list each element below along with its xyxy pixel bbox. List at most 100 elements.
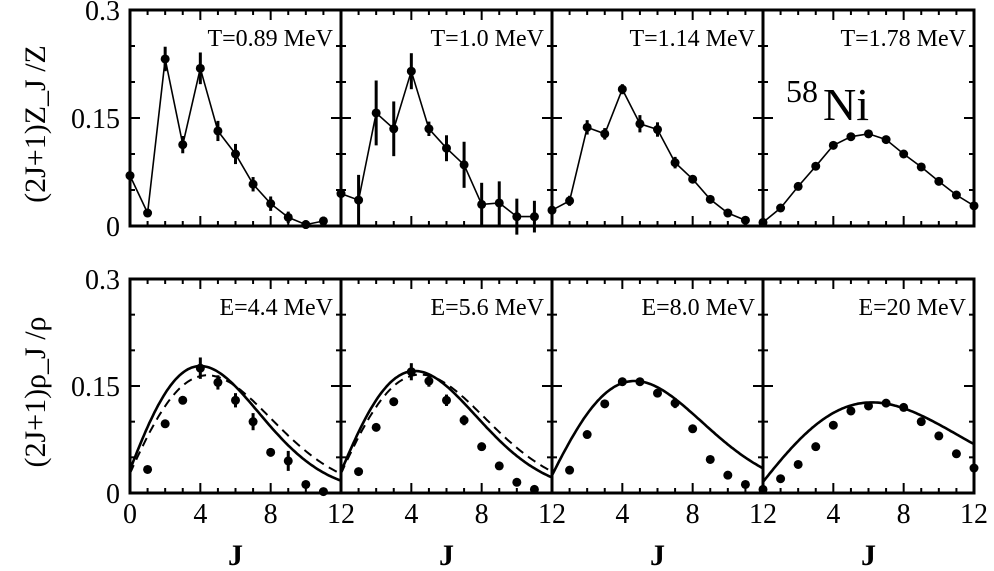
data-point [653, 388, 662, 398]
data-point [881, 135, 891, 145]
panel-title: E=5.6 MeV [430, 295, 544, 321]
series-line [340, 68, 535, 218]
data-point [512, 212, 522, 222]
data-point [336, 189, 346, 199]
data-point [477, 442, 487, 452]
data-point [670, 158, 680, 168]
theory-curve-solid [339, 369, 553, 479]
y-axis-label-bottom: (2J+1)ρ_J /ρ [19, 316, 52, 467]
x-tick-label: 8 [686, 499, 700, 530]
data-point [424, 376, 434, 386]
y-tick-label: 0 [106, 212, 120, 243]
data-point [705, 454, 715, 464]
y-tick-label: 0.15 [71, 104, 120, 135]
theory-curve-solid [550, 379, 764, 476]
data-point [529, 484, 539, 494]
panels: 0 0.15 0.3 T=0.89 MeV T=1.0 MeV T=1.14 MeV T=1… [71, 0, 988, 571]
data-point [793, 181, 803, 191]
data-point [864, 401, 873, 411]
panel-title: T=1.14 MeV [629, 26, 755, 52]
data-point [899, 402, 909, 412]
data-point [231, 395, 240, 405]
data-point [740, 479, 750, 489]
y-tick-label: 0.3 [85, 0, 120, 27]
data-point [846, 406, 856, 416]
data-point [371, 108, 381, 118]
data-point [864, 129, 873, 139]
data-point [301, 220, 311, 230]
data-point [248, 417, 258, 427]
panel-title: T=1.0 MeV [430, 26, 544, 52]
data-point [125, 171, 135, 181]
data-point [389, 397, 399, 407]
data-point [916, 417, 926, 427]
x-tick-label: 8 [897, 499, 911, 530]
data-point [565, 196, 575, 206]
y-tick-label: 0.3 [85, 265, 120, 296]
data-point [494, 461, 504, 471]
data-point [195, 63, 205, 73]
data-point [266, 447, 276, 457]
data-point [934, 431, 944, 441]
data-point [881, 398, 891, 408]
panel-title: E=4.4 MeV [219, 295, 333, 321]
panel-title: T=0.89 MeV [207, 26, 333, 52]
data-point [354, 467, 364, 477]
series-line [551, 87, 746, 221]
data-point [301, 479, 311, 489]
data-point [213, 126, 223, 136]
x-tick-label: 12 [960, 499, 988, 530]
panel-top-2: T=1.0 MeV [336, 8, 554, 235]
panel-bottom-4: 4 8 12 J E=20 MeV [758, 277, 988, 571]
data-point [934, 176, 944, 186]
data-point [811, 161, 821, 171]
data-point [231, 149, 240, 159]
data-point [688, 424, 698, 434]
data-point [617, 84, 627, 94]
data-point [723, 208, 733, 218]
data-point [617, 377, 627, 387]
data-point [529, 212, 539, 222]
panel-title: T=1.78 MeV [840, 26, 966, 52]
x-tick-label: 4 [193, 499, 207, 530]
data-point [178, 395, 188, 405]
nucleus-symbol: Ni [823, 79, 869, 130]
data-point [248, 179, 258, 189]
data-point [354, 195, 364, 205]
data-point [828, 140, 838, 150]
panel-title: E=20 MeV [858, 295, 966, 321]
data-point [705, 194, 715, 204]
data-point [318, 216, 328, 226]
data-point [951, 449, 961, 459]
data-point [899, 149, 909, 159]
data-point [143, 208, 153, 218]
data-point [635, 377, 645, 387]
data-point [494, 198, 504, 208]
y-axis-labels: (2J+1)Z_J /Z (2J+1)ρ_J /ρ [19, 45, 52, 467]
data-point [143, 464, 153, 474]
x-tick-label: 12 [327, 499, 355, 530]
data-point [266, 199, 276, 209]
data-point [653, 125, 662, 135]
data-point [600, 399, 610, 409]
data-point [459, 160, 469, 170]
data-point [406, 66, 416, 76]
data-point [740, 215, 750, 225]
data-point [442, 143, 451, 153]
data-point [635, 119, 645, 129]
x-axis-label: J [650, 539, 665, 571]
panel-bottom-1: 0 0.15 0.3 0 4 8 12 J E=4.4 MeV [71, 265, 355, 571]
data-point [477, 199, 487, 209]
nucleus-mass-number: 58 [786, 73, 818, 109]
data-point [688, 174, 698, 184]
data-point [846, 132, 856, 142]
data-point [670, 398, 680, 408]
data-point [723, 470, 733, 480]
data-point [969, 201, 979, 211]
series-line [129, 58, 324, 226]
data-point [582, 430, 592, 440]
data-point [389, 124, 399, 134]
series-line [762, 132, 975, 224]
y-axis-label-top: (2J+1)Z_J /Z [19, 45, 52, 203]
panel-bottom-2: 4 8 12 J E=5.6 MeV [339, 277, 566, 571]
